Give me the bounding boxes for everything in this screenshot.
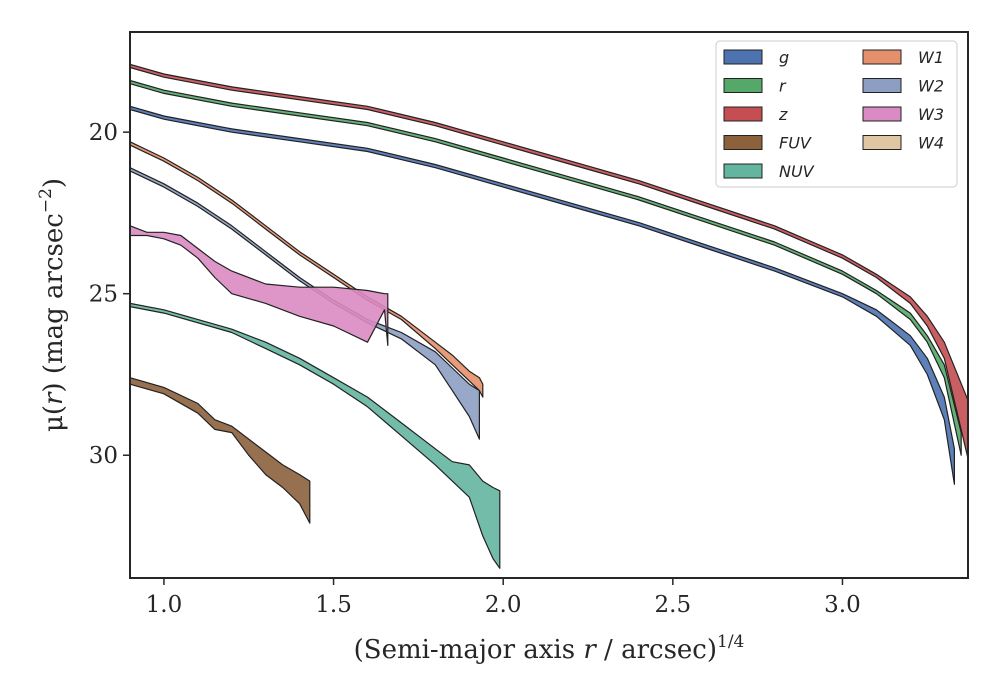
legend-label-w3: W3 [918, 105, 944, 124]
band-w3 [129, 225, 389, 346]
legend-swatch-w1 [862, 49, 902, 65]
x-axis-label: (Semi-major axis r / arcsec)1/4 [354, 632, 745, 665]
x-tick-label: 3.0 [824, 592, 861, 618]
legend-label-w1: W1 [918, 48, 944, 67]
legend-swatch-r [723, 78, 763, 93]
legend: grz FUV NUV W1 W2 W3 W4 [715, 40, 958, 188]
y-tick-label: 25 [89, 282, 118, 308]
y-axis-label-mid: ) (mag arcsec [39, 213, 69, 392]
legend-label-w4: W4 [918, 134, 944, 153]
x-tick-label: 1.5 [315, 592, 352, 618]
y-tick-label: 30 [89, 443, 118, 469]
y-axis-label-pre: μ( [39, 405, 69, 432]
x-tick-label: 2.0 [485, 592, 522, 618]
legend-label-z: z [778, 105, 788, 124]
legend-swatch-nuv [723, 163, 763, 179]
x-tick-label: 2.5 [655, 592, 692, 618]
legend-label-r: r [779, 77, 787, 96]
band-nuv [129, 302, 501, 569]
y-axis-label-post: ) [39, 178, 69, 188]
y-axis-label: μ(r) (mag arcsec−2) [36, 178, 69, 432]
x-axis-label-var: r [583, 635, 597, 665]
legend-swatch-w4 [862, 135, 902, 150]
x-axis-label-main: (Semi-major axis [354, 635, 584, 665]
x-axis-label-sup: 1/4 [717, 632, 744, 652]
axis-ticks: 1.0 1.5 2.0 2.5 3.0 20 25 30 [89, 120, 861, 618]
x-tick-label: 1.0 [146, 592, 183, 618]
band-r [129, 79, 962, 456]
legend-box [715, 40, 958, 188]
legend-label-w2: W2 [918, 77, 944, 96]
band-g [129, 105, 955, 485]
y-axis-label-var: r [39, 391, 69, 405]
legend-swatch-w2 [862, 78, 902, 93]
x-axis-label-mid: / arcsec) [596, 635, 717, 665]
y-tick-label: 20 [89, 120, 118, 146]
legend-swatch-g [723, 49, 763, 65]
legend-swatch-w3 [862, 106, 902, 122]
legend-swatch-z [723, 106, 763, 122]
band-fuv [129, 377, 311, 524]
band-w2 [129, 167, 480, 440]
y-axis-label-sup: −2 [36, 188, 56, 213]
band-w1 [129, 141, 484, 398]
legend-swatch-fuv [723, 135, 763, 150]
legend-label-fuv: FUV [779, 134, 812, 153]
legend-label-nuv: NUV [779, 162, 815, 181]
plot-frame [129, 31, 969, 579]
legend-label-g: g [779, 48, 789, 67]
